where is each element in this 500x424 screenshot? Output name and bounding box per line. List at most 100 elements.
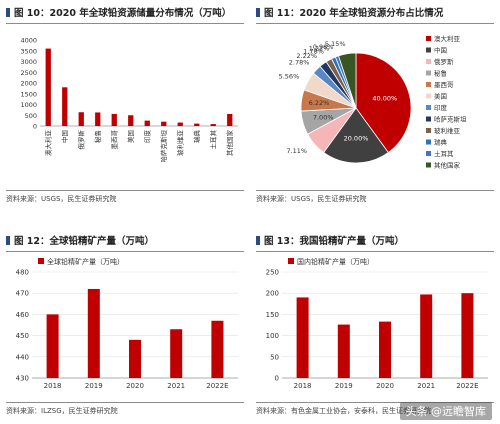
x-tick-label: 2022E <box>456 382 478 390</box>
legend-entry: 全球铅精矿产量（万吨） <box>47 257 124 266</box>
y-tick-label: 500 <box>25 112 37 120</box>
x-tick-label: 瑞典 <box>192 130 201 144</box>
y-tick-label: 150 <box>266 311 279 319</box>
y-tick-label: 2500 <box>20 69 37 77</box>
source-note: 资料来源：有色金属工业协会，安泰科，民生证券研究院 <box>256 407 431 415</box>
watermark: 头条 @远瞻智库 <box>399 402 492 420</box>
pie-data-label: 20.00% <box>344 134 369 142</box>
source-note: 资料来源：USGS，民生证券研究院 <box>256 195 367 203</box>
panel-title: 图 10：2020 年全球铅资源储量分布情况（万吨） <box>6 6 231 22</box>
bar <box>420 294 433 378</box>
y-tick-label: 440 <box>16 353 29 361</box>
bar <box>170 329 183 378</box>
legend-swatch <box>288 258 294 264</box>
reserves-bar-chart: 0 500 1000 1500 2000 2500 3000 3500 4000 澳大利亚 中国 俄罗… <box>20 37 238 163</box>
bar <box>194 123 200 126</box>
y-tick-label: 430 <box>16 375 29 383</box>
pie-data-label: 5.15% <box>325 40 346 48</box>
panel-fig13: 图 13：我国铅精矿产量（万吨） 0 50 100 150 200 250 2018 2019… <box>256 234 494 420</box>
x-tick-label: 美国 <box>126 130 135 143</box>
legend-entry: 秘鲁 <box>434 69 447 78</box>
share-pie-chart: 40.00% 20.00% 7.11% 7.00% 6.22% 5.56% 2.78%2.2… <box>279 34 467 170</box>
x-tick-label: 2018 <box>294 382 312 390</box>
y-tick-label: 200 <box>266 290 279 298</box>
y-tick-label: 460 <box>16 311 29 319</box>
y-tick-label: 1500 <box>20 90 37 98</box>
y-tick-label: 4000 <box>20 37 37 45</box>
bar <box>62 87 68 126</box>
legend-swatch <box>426 162 431 168</box>
legend-entry: 澳大利亚 <box>434 34 461 43</box>
panel-fig12: 图 12：全球铅精矿产量（万吨） 430 440 450 460 470 480 2018 2… <box>6 234 244 420</box>
panel-title: 图 11：2020 年全球铅资源分布占比情况 <box>256 6 443 22</box>
pie-data-label: 40.00% <box>372 95 397 103</box>
y-tick-label: 50 <box>270 353 279 361</box>
y-tick-label: 470 <box>16 290 29 298</box>
bar <box>461 293 474 378</box>
global-output-bar-chart: 430 440 450 460 470 480 2018 2019 2020 2021 2022E 全… <box>16 257 238 390</box>
legend-swatch <box>426 70 431 76</box>
bar <box>78 112 84 126</box>
legend-swatch <box>426 82 431 87</box>
x-tick-label: 2019 <box>335 382 353 390</box>
legend-swatch <box>426 105 431 110</box>
legend-entry: 玻利维亚 <box>434 126 461 135</box>
x-tick-label: 2020 <box>126 382 144 390</box>
legend-entry: 其他国家 <box>434 161 461 170</box>
pie-data-label: 1.22% <box>309 45 330 53</box>
x-tick-label: 秘鲁 <box>93 130 102 143</box>
x-tick-label: 澳大利亚 <box>43 130 52 157</box>
x-tick-label: 2022E <box>206 382 228 390</box>
pie-slice <box>323 107 389 164</box>
legend-swatch <box>426 151 431 156</box>
legend-swatch <box>426 128 431 133</box>
legend-swatch <box>426 59 431 64</box>
legend-entry: 国内铅精矿产量（万吨） <box>297 257 374 266</box>
y-tick-label: 480 <box>16 269 29 277</box>
legend-entry: 印度 <box>434 103 448 112</box>
y-tick-label: 3500 <box>20 47 37 55</box>
bar <box>87 288 100 378</box>
pie-data-label: 2.22% <box>296 52 317 60</box>
legend-entry: 中国 <box>434 46 447 55</box>
pie-data-label: 0.96% <box>313 43 334 51</box>
legend-entry: 墨西哥 <box>434 81 454 89</box>
bar <box>379 321 391 378</box>
legend-swatch <box>426 47 431 53</box>
x-tick-label: 墨西哥 <box>110 130 118 150</box>
panel-title: 图 13：我国铅精矿产量（万吨） <box>256 234 404 250</box>
legend-entry: 俄罗斯 <box>434 57 454 66</box>
y-tick-label: 0 <box>275 375 279 383</box>
source-note: 资料来源：ILZSG，民生证券研究院 <box>6 407 118 415</box>
pie-data-label: 7.11% <box>286 147 307 155</box>
bar <box>227 113 233 126</box>
y-tick-label: 100 <box>266 332 279 340</box>
legend-entry: 瑞典 <box>434 138 448 147</box>
y-tick-label: 3000 <box>20 58 37 66</box>
bar <box>95 112 101 126</box>
pie-data-label: 1.78% <box>303 47 324 55</box>
legend-swatch <box>426 139 431 145</box>
bar <box>144 120 150 126</box>
bar <box>210 124 216 126</box>
y-tick-label: 450 <box>16 332 29 340</box>
panel-fig11: 图 11：2020 年全球铅资源分布占比情况 40.00% 20.00% 7.11%… <box>256 6 494 206</box>
y-tick-label: 0 <box>33 123 37 131</box>
y-tick-label: 1000 <box>20 101 37 109</box>
bar <box>128 115 134 126</box>
panel-fig10: 图 10：2020 年全球铅资源储量分布情况（万吨） 0 500 1000 1500 2… <box>6 6 244 206</box>
pie-slice <box>338 52 357 109</box>
legend-swatch <box>426 36 431 41</box>
legend-swatch <box>426 116 431 122</box>
x-tick-label: 土耳其 <box>208 130 217 150</box>
legend-entry: 土耳其 <box>434 149 454 158</box>
x-tick-label: 2020 <box>376 382 394 390</box>
legend-entry: 美国 <box>434 92 447 101</box>
x-tick-label: 2021 <box>417 382 435 390</box>
legend-swatch <box>426 93 431 99</box>
bar <box>45 48 51 126</box>
x-tick-label: 2018 <box>44 382 62 390</box>
bar <box>211 320 224 378</box>
panel-title: 图 12：全球铅精矿产量（万吨） <box>6 234 154 250</box>
bar <box>337 324 350 378</box>
